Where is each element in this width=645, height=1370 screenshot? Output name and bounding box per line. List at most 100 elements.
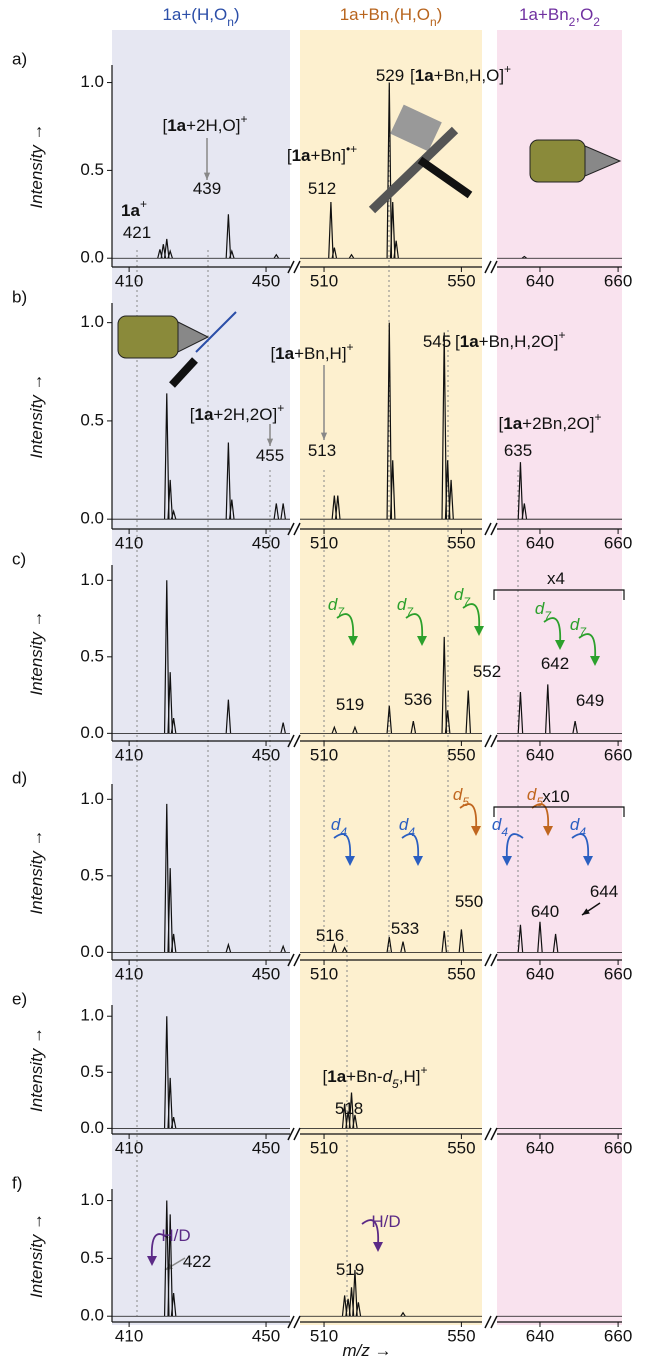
text-part: 1a+(H,O (162, 5, 227, 24)
arrow-head (590, 656, 600, 666)
text-part: +2H,2O] (213, 405, 277, 424)
text-part: d (383, 1067, 393, 1086)
text-part: 533 (391, 919, 419, 938)
peak (441, 332, 448, 520)
x-tick-label: 550 (447, 964, 475, 983)
annotation: 516 (316, 926, 344, 945)
text-part: [ (323, 1067, 328, 1086)
text-part: → (27, 373, 46, 395)
text-part: 536 (404, 690, 432, 709)
text-part: + (420, 1063, 427, 1077)
x-tick-label: 410 (115, 745, 143, 764)
text-part: [ (270, 344, 275, 363)
arrow-head (543, 826, 553, 836)
text-part: H/D (161, 1226, 190, 1245)
annotation: d7 (328, 595, 345, 619)
y-tick-label: 0.5 (80, 410, 104, 429)
x-tick-label: 510 (310, 271, 338, 290)
y-tick-label: 0.5 (80, 160, 104, 179)
peak (170, 717, 177, 734)
annotation: 519 (336, 695, 364, 714)
peak (517, 691, 524, 734)
x-tick-label: 410 (115, 1326, 143, 1345)
annotation: d7 (535, 599, 552, 623)
curved-arrow (505, 833, 524, 861)
text-part: d (527, 785, 537, 804)
annotation: 1a+ (121, 197, 147, 220)
axis-break (484, 260, 498, 274)
text-part: + (347, 340, 354, 354)
text-part: x10 (542, 787, 569, 806)
text-part: d (331, 815, 341, 834)
text-part: 4 (501, 825, 508, 839)
text-part: d (535, 599, 545, 618)
annotation: [1a+Bn]•+ (287, 142, 357, 165)
y-tick-label: 0.5 (80, 1062, 104, 1081)
text-part: 642 (541, 654, 569, 673)
text-part: [ (287, 146, 292, 165)
axis-break (287, 522, 301, 536)
annotation: 552 (473, 662, 501, 681)
y-tick-label: 0.0 (80, 723, 104, 742)
text-part: [ (162, 116, 167, 135)
text-part: 1a (292, 146, 311, 165)
axis-break (484, 1127, 498, 1141)
x-tick-label: 410 (115, 1138, 143, 1157)
x-axis-label: m/z → (342, 1341, 391, 1360)
peak (273, 253, 280, 259)
arrow-head (348, 636, 358, 646)
text-part: 7 (337, 605, 345, 619)
text-part: 7 (579, 625, 587, 639)
annotation: [1a+Bn,H]+ (270, 340, 353, 363)
peak (167, 1077, 173, 1129)
annotation: d7 (397, 595, 414, 619)
column-band (112, 30, 290, 1325)
text-part: 644 (590, 882, 618, 901)
text-part: d (454, 585, 464, 604)
column-title: 1a+Bn2,O2 (519, 5, 600, 29)
annotation: d4 (331, 815, 347, 839)
annotation: 455 (256, 446, 284, 465)
annotation: 421 (123, 223, 151, 242)
cylinder (117, 315, 179, 359)
x-tick-label: 410 (115, 533, 143, 552)
y-tick-label: 1.0 (80, 1006, 104, 1025)
text-part: +Bn- (346, 1067, 382, 1086)
arrow-head (555, 640, 565, 650)
text-part: 640 (531, 902, 559, 921)
peak (393, 240, 399, 259)
text-part: + (240, 112, 247, 126)
annotation: [1a+Bn,H,2O]+ (455, 328, 566, 351)
peak (331, 247, 338, 259)
text-part: + (594, 410, 601, 424)
text-part: 1a (503, 414, 522, 433)
text-part: 635 (504, 441, 532, 460)
annotation: 640 (531, 902, 559, 921)
y-tick-label: 0.0 (80, 509, 104, 528)
text-part: 2 (569, 15, 576, 29)
annotation: 439 (193, 179, 221, 198)
text-part: 439 (193, 179, 221, 198)
x-tick-label: 550 (447, 745, 475, 764)
y-tick-label: 1.0 (80, 72, 104, 91)
peak (572, 720, 578, 734)
text-part: d (492, 815, 502, 834)
text-part: Intensity (27, 631, 46, 696)
text-part: 1a (327, 1067, 346, 1086)
y-tick-label: 0.0 (80, 942, 104, 961)
annotation: 536 (404, 690, 432, 709)
axis-break (484, 522, 498, 536)
curved-arrow (150, 1233, 169, 1261)
peak (355, 1302, 362, 1317)
arrow-head (471, 826, 481, 836)
bands (112, 30, 622, 1325)
peak (170, 509, 177, 520)
y-tick-label: 0.5 (80, 865, 104, 884)
text-part: 4 (340, 825, 347, 839)
peak (280, 722, 286, 734)
panels: 1a+(H,On) 1a+Bn,(H,On) 1a+Bn2,O20.00.51.0I… (12, 5, 632, 1360)
peak (517, 462, 524, 520)
panel-label: f) (12, 1173, 22, 1192)
text-part: [ (190, 405, 195, 424)
